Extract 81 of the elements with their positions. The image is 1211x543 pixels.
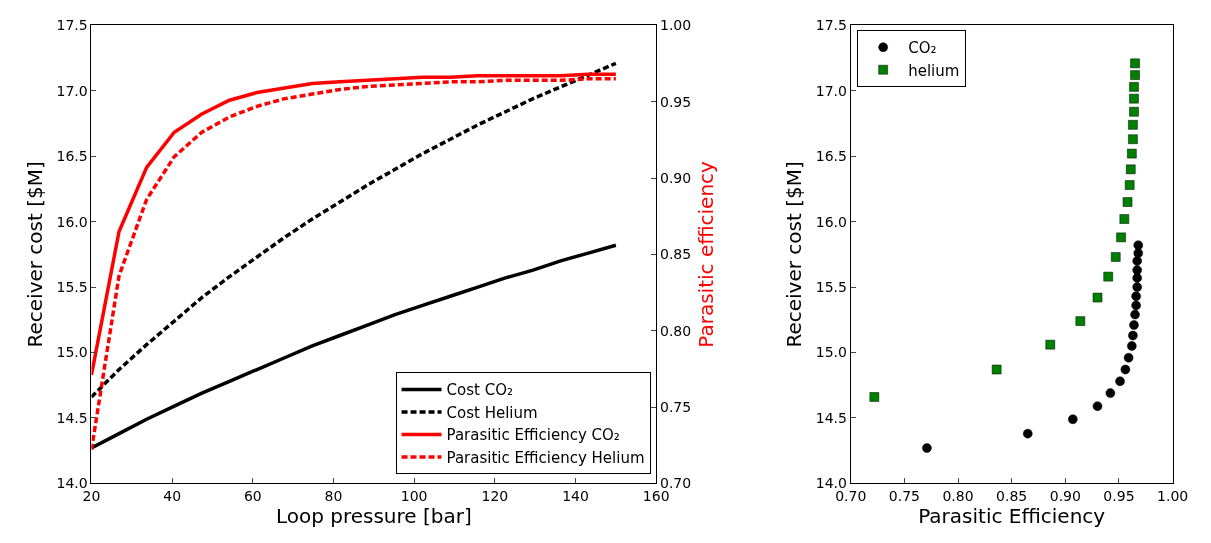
point: [1130, 58, 1140, 69]
y-tick-label: 16.5: [815, 148, 847, 165]
point: [1075, 316, 1086, 326]
y-tick-label: 16.5: [56, 148, 88, 165]
x-tick-label: 40: [163, 488, 182, 505]
x-tick-label: 1.00: [1157, 488, 1189, 505]
y-tick-label: 14.5: [815, 409, 847, 426]
y2-tick-label: 0.85: [660, 246, 692, 263]
y2-tick-label: 0.95: [660, 93, 692, 110]
point: [1133, 248, 1144, 258]
legend-label: Cost Helium: [446, 403, 538, 422]
x-tick-label: 0.85: [996, 488, 1028, 505]
point: [1127, 341, 1137, 351]
x-tick-label: 0.75: [888, 488, 920, 505]
y-tick-label: 15.0: [56, 344, 88, 361]
y-tick-label: 16.0: [815, 213, 847, 230]
point: [1045, 339, 1056, 350]
x-axis-title: Loop pressure [bar]: [275, 504, 472, 529]
y-tick-label: 17.0: [56, 82, 88, 99]
point: [1128, 120, 1138, 130]
x-tick-label: 120: [481, 488, 509, 505]
x-tick-label: 0.90: [1049, 488, 1081, 505]
point: [1122, 197, 1133, 207]
y2-tick-label: 0.80: [660, 322, 692, 339]
point: [1068, 414, 1078, 424]
point: [1023, 428, 1033, 439]
point: [922, 443, 932, 453]
point: [1120, 364, 1131, 375]
point: [1129, 82, 1139, 92]
x-axis-title: Parasitic Efficiency: [918, 504, 1106, 529]
point: [1133, 240, 1144, 250]
x-tick-label: 140: [562, 488, 589, 505]
point: [869, 392, 880, 402]
legend-label: Parasitic Efficiency CO₂: [446, 426, 620, 445]
y-tick-label: 14.5: [56, 409, 88, 426]
y-tick-label: 15.0: [815, 344, 847, 361]
y-tick-label: 15.5: [56, 278, 88, 295]
point: [1116, 232, 1126, 243]
x-tick-label: 80: [324, 488, 343, 505]
point: [1105, 388, 1116, 398]
y-tick-label: 15.5: [815, 278, 847, 295]
y-tick-label: 17.0: [815, 82, 847, 99]
y-tick-label: 17.5: [56, 17, 88, 34]
point: [1129, 93, 1139, 104]
x-tick-label: 100: [400, 488, 428, 505]
legend-label: Parasitic Efficiency Helium: [446, 448, 645, 467]
point: [1110, 252, 1121, 262]
y-tick-label: 17.5: [815, 17, 847, 34]
point: [1129, 107, 1139, 117]
point: [1123, 352, 1134, 363]
point: [1131, 300, 1141, 311]
point: [991, 364, 1002, 375]
point: [1119, 214, 1130, 224]
point: [1131, 291, 1141, 301]
y2-tick-label: 0.90: [660, 169, 692, 186]
y2-axis-title: Parasitic efficiency: [693, 160, 718, 348]
point: [1132, 265, 1142, 275]
point: [1127, 148, 1137, 159]
point: [1130, 70, 1140, 80]
point: [1129, 320, 1139, 330]
point: [1103, 271, 1113, 282]
point: [1124, 180, 1135, 190]
point: [1115, 376, 1125, 387]
point: [1092, 292, 1103, 303]
x-tick-label: 60: [243, 488, 262, 505]
y-axis-title: Receiver cost [$M]: [22, 161, 47, 348]
point: [1132, 282, 1142, 292]
y2-tick-label: 0.75: [660, 398, 692, 415]
y-tick-label: 16.0: [56, 213, 88, 230]
legend-label: Cost CO₂: [446, 381, 513, 400]
point: [1130, 309, 1140, 320]
point: [1128, 330, 1138, 341]
x-tick-label: 0.95: [1103, 488, 1135, 505]
y-axis-title: Receiver cost [$M]: [782, 161, 807, 348]
legend-label: CO₂: [908, 39, 937, 58]
x-tick-label: 0.80: [942, 488, 974, 505]
point: [1092, 401, 1103, 411]
point: [1128, 134, 1138, 144]
point: [1126, 164, 1136, 175]
y2-tick-label: 1.00: [660, 17, 692, 34]
legend-label: helium: [908, 61, 960, 80]
